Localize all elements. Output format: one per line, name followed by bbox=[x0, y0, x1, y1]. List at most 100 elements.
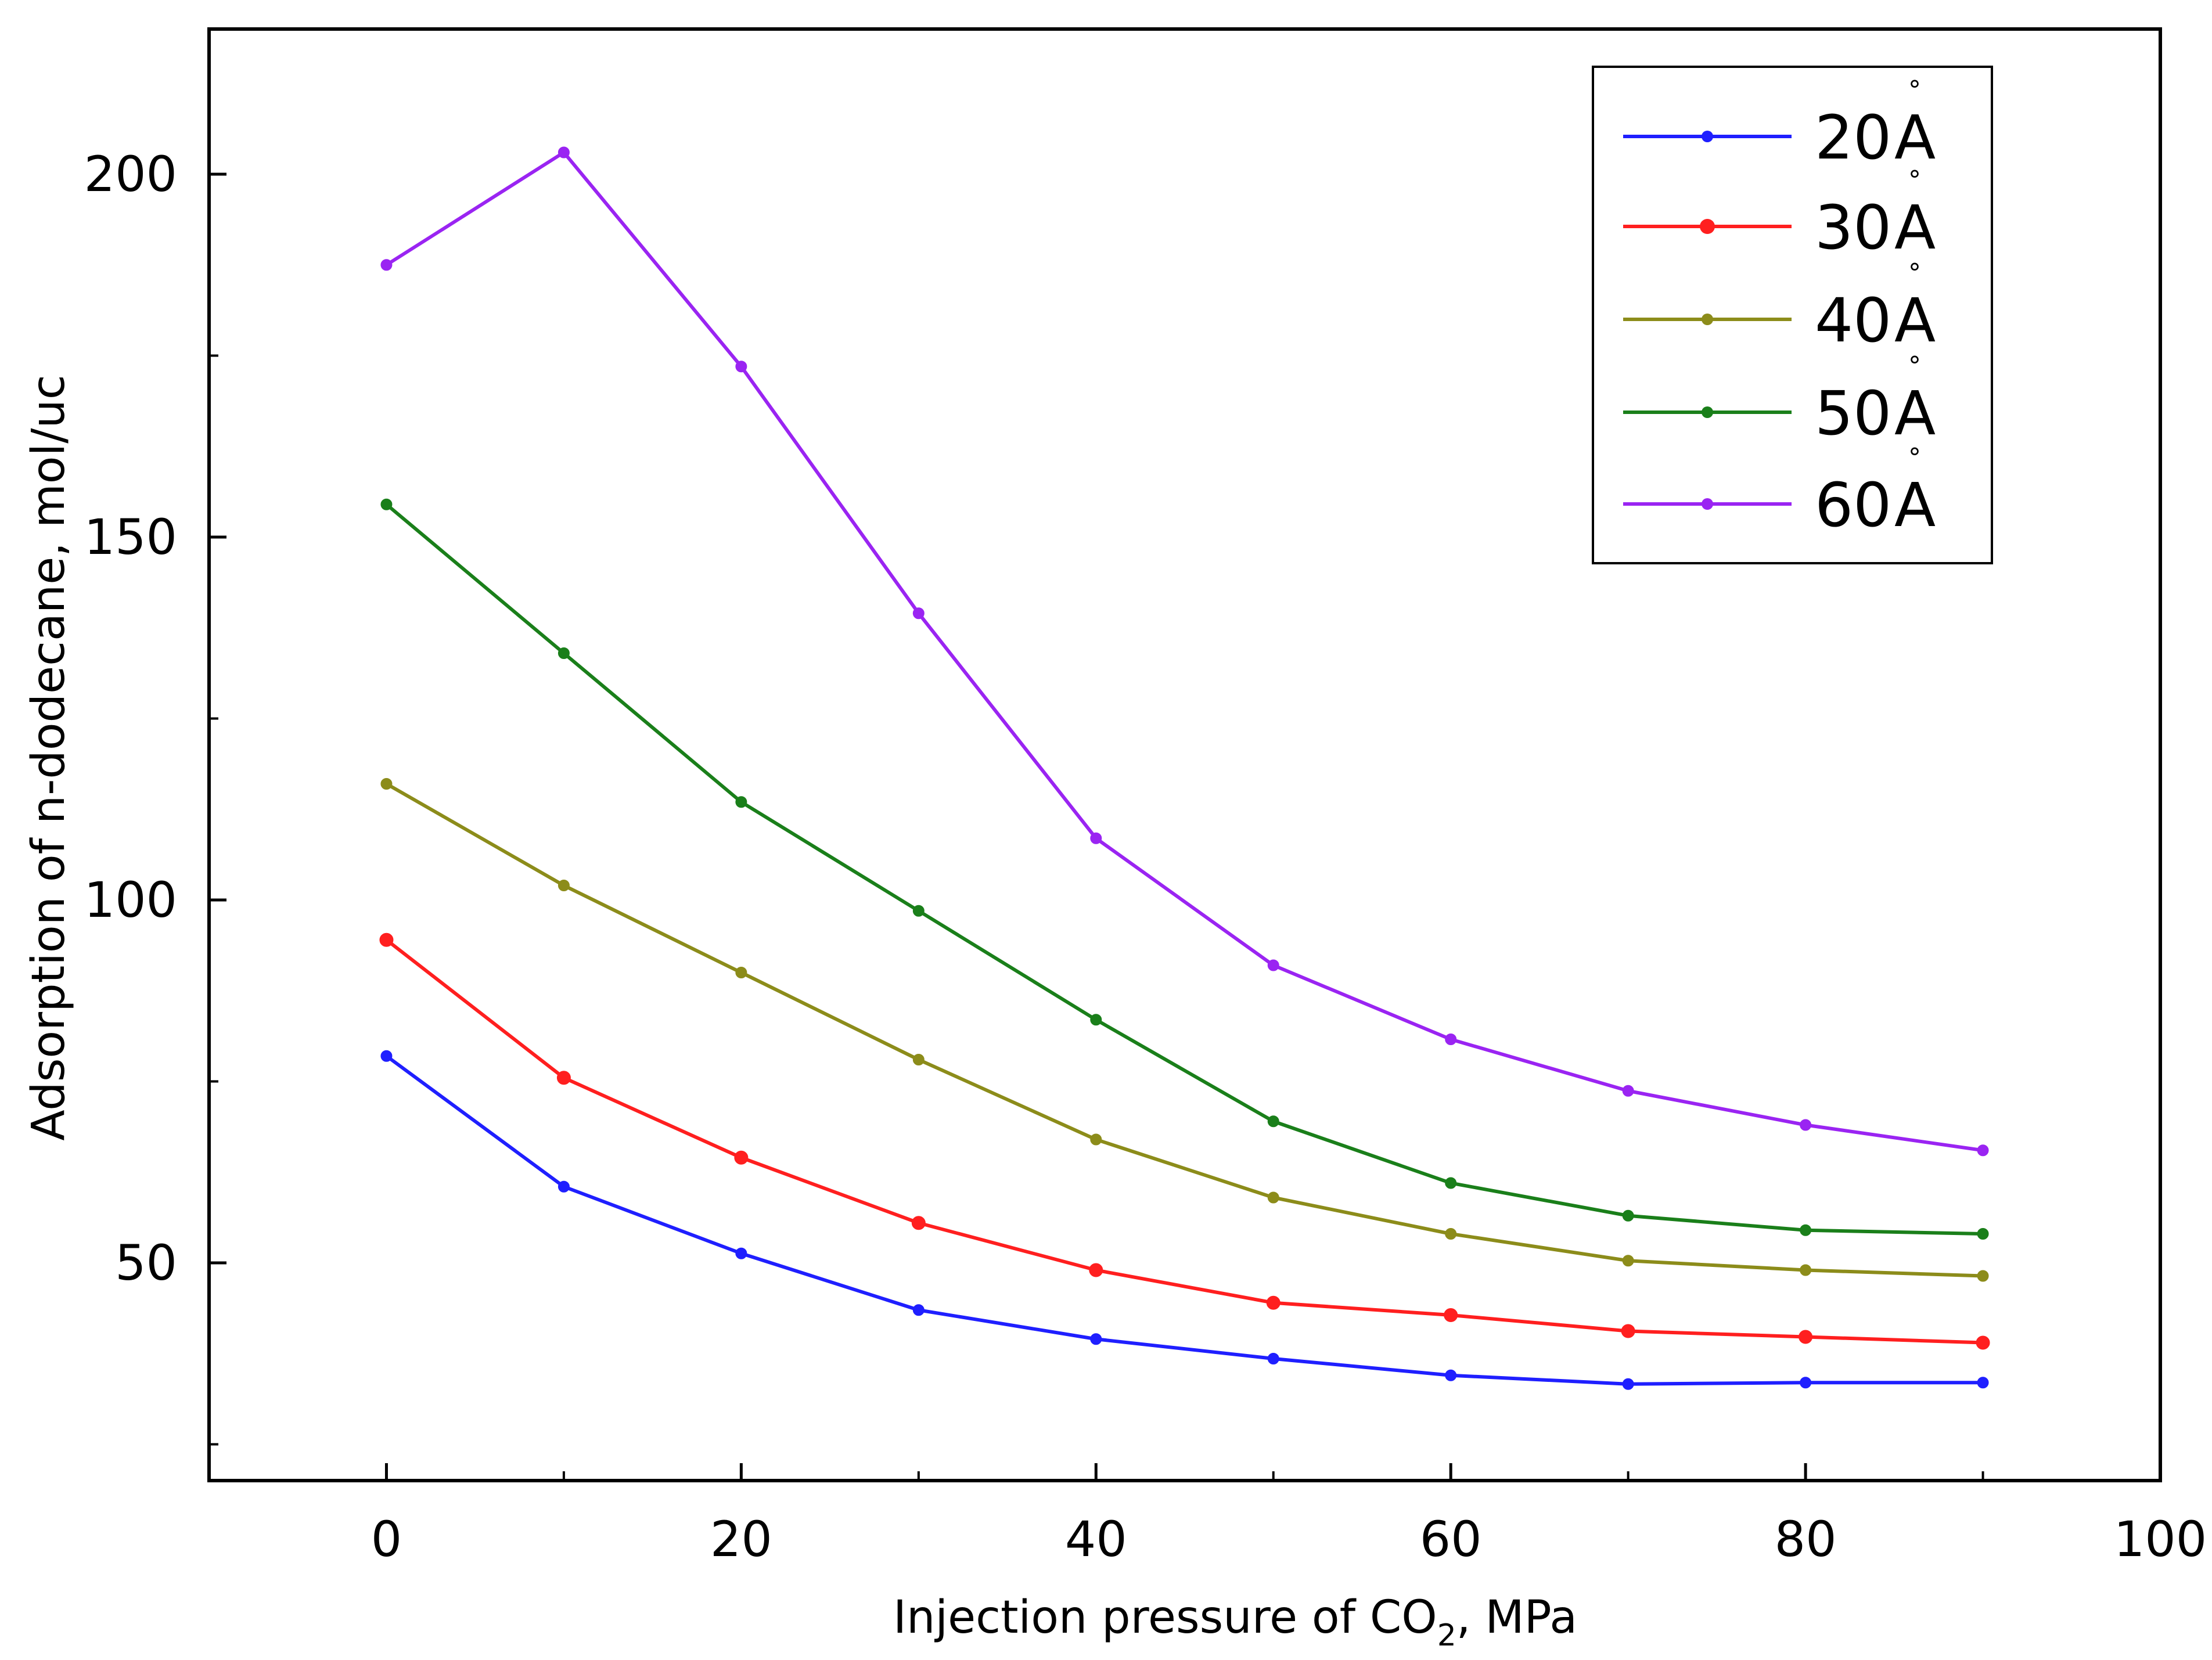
series-line bbox=[385, 938, 1983, 1345]
series-layer bbox=[379, 146, 1990, 1390]
data-point bbox=[912, 1304, 925, 1316]
data-point bbox=[1267, 1191, 1279, 1204]
legend-unit: A bbox=[1894, 470, 1936, 541]
x-axis-title-text: Injection pressure of CO bbox=[893, 1591, 1437, 1644]
data-point bbox=[558, 146, 570, 159]
data-point bbox=[1445, 1228, 1457, 1240]
data-point bbox=[1090, 1333, 1102, 1345]
data-point bbox=[1799, 1330, 1813, 1344]
data-point bbox=[1622, 1378, 1634, 1390]
legend-unit-ring: ° bbox=[1908, 443, 1921, 473]
legend-item-20: 20 A° bbox=[1623, 75, 1936, 173]
legend-unit-ring: ° bbox=[1908, 75, 1921, 105]
legend-item-40: 40 A° bbox=[1623, 258, 1936, 356]
data-point bbox=[735, 361, 747, 373]
legend-unit-ring: ° bbox=[1908, 351, 1921, 381]
data-point bbox=[1089, 1263, 1103, 1277]
legend-items: 20 A°30 A°40 A°50 A°60 A° bbox=[1623, 75, 1936, 541]
legend-swatch-marker bbox=[1702, 406, 1713, 418]
series-40 bbox=[380, 778, 1989, 1282]
legend-label: 30 bbox=[1815, 192, 1891, 263]
data-point bbox=[1090, 1014, 1102, 1026]
x-axis-title-subscript: 2 bbox=[1437, 1618, 1456, 1653]
legend-label: 60 bbox=[1815, 470, 1891, 541]
data-point bbox=[558, 647, 570, 659]
data-point bbox=[1090, 1133, 1102, 1146]
x-axis-title: Injection pressure of CO2, MPa bbox=[893, 1591, 1577, 1653]
legend-unit-ring: ° bbox=[1908, 258, 1921, 288]
data-point bbox=[1267, 959, 1279, 971]
data-point bbox=[380, 1050, 393, 1062]
data-point bbox=[912, 607, 925, 620]
data-point bbox=[1976, 1335, 1990, 1350]
x-axis: 0 20 40 60 80 100 bbox=[371, 1463, 2207, 1568]
data-point bbox=[1090, 832, 1102, 844]
data-point bbox=[558, 1180, 570, 1193]
data-point bbox=[1267, 1115, 1279, 1128]
x-tick-label: 60 bbox=[1420, 1511, 1482, 1568]
data-point bbox=[1267, 1353, 1279, 1364]
y-tick-label: 100 bbox=[84, 872, 177, 928]
data-point bbox=[1977, 1144, 1989, 1157]
series-60 bbox=[380, 146, 1989, 1157]
data-point bbox=[380, 778, 393, 790]
series-line bbox=[385, 150, 1983, 1153]
series-30 bbox=[379, 932, 1990, 1350]
legend-swatch-marker bbox=[1702, 314, 1713, 325]
legend-unit: A bbox=[1894, 378, 1936, 449]
x-tick-label: 100 bbox=[2114, 1511, 2207, 1568]
data-point bbox=[1800, 1264, 1812, 1276]
series-line bbox=[385, 782, 1983, 1278]
data-point bbox=[735, 796, 747, 808]
legend-swatch-marker bbox=[1700, 219, 1715, 234]
data-point bbox=[912, 1054, 925, 1065]
data-point bbox=[1800, 1119, 1812, 1131]
data-point bbox=[1445, 1177, 1457, 1189]
data-point bbox=[1800, 1224, 1812, 1236]
data-point bbox=[911, 1216, 926, 1230]
y-axis-title: Adsorption of n-dodecane, mol/uc bbox=[23, 375, 75, 1141]
series-line bbox=[385, 503, 1983, 1236]
data-point bbox=[1621, 1324, 1635, 1338]
data-point bbox=[1445, 1034, 1457, 1045]
legend-item-60: 60 A° bbox=[1623, 443, 1936, 541]
data-point bbox=[1622, 1085, 1634, 1097]
legend-unit: A bbox=[1894, 285, 1936, 356]
data-point bbox=[1977, 1270, 1989, 1282]
y-tick-label: 200 bbox=[84, 146, 177, 203]
data-point bbox=[1977, 1377, 1989, 1389]
x-tick-label: 0 bbox=[371, 1511, 402, 1568]
y-axis: 50 100 150 200 bbox=[84, 146, 226, 1446]
x-tick-label: 20 bbox=[710, 1511, 772, 1568]
legend-box bbox=[1592, 66, 1993, 564]
series-line bbox=[385, 1054, 1983, 1386]
data-point bbox=[380, 259, 393, 271]
legend-label: 40 bbox=[1815, 285, 1891, 356]
data-point bbox=[1445, 1369, 1457, 1381]
data-point bbox=[379, 932, 394, 947]
data-point bbox=[1444, 1308, 1458, 1322]
data-point bbox=[380, 498, 393, 510]
x-tick-label: 80 bbox=[1775, 1511, 1837, 1568]
legend-swatch-marker bbox=[1702, 498, 1713, 510]
y-tick-label: 50 bbox=[115, 1234, 177, 1291]
data-point bbox=[1266, 1295, 1281, 1310]
legend-item-50: 50 A° bbox=[1623, 351, 1936, 449]
legend-swatch-marker bbox=[1702, 131, 1713, 142]
data-point bbox=[735, 967, 747, 978]
legend-item-30: 30 A° bbox=[1623, 165, 1936, 263]
legend-label: 50 bbox=[1815, 378, 1891, 449]
legend-label: 20 bbox=[1815, 102, 1891, 173]
series-50 bbox=[380, 498, 1989, 1240]
legend-unit-ring: ° bbox=[1908, 165, 1921, 195]
data-point bbox=[1622, 1255, 1634, 1267]
data-point bbox=[1977, 1228, 1989, 1240]
series-20 bbox=[380, 1050, 1989, 1390]
y-tick-label: 150 bbox=[84, 509, 177, 566]
legend-unit: A bbox=[1894, 102, 1936, 173]
legend-unit: A bbox=[1894, 192, 1936, 263]
data-point bbox=[734, 1150, 749, 1165]
x-tick-label: 40 bbox=[1065, 1511, 1127, 1568]
data-point bbox=[556, 1071, 571, 1085]
